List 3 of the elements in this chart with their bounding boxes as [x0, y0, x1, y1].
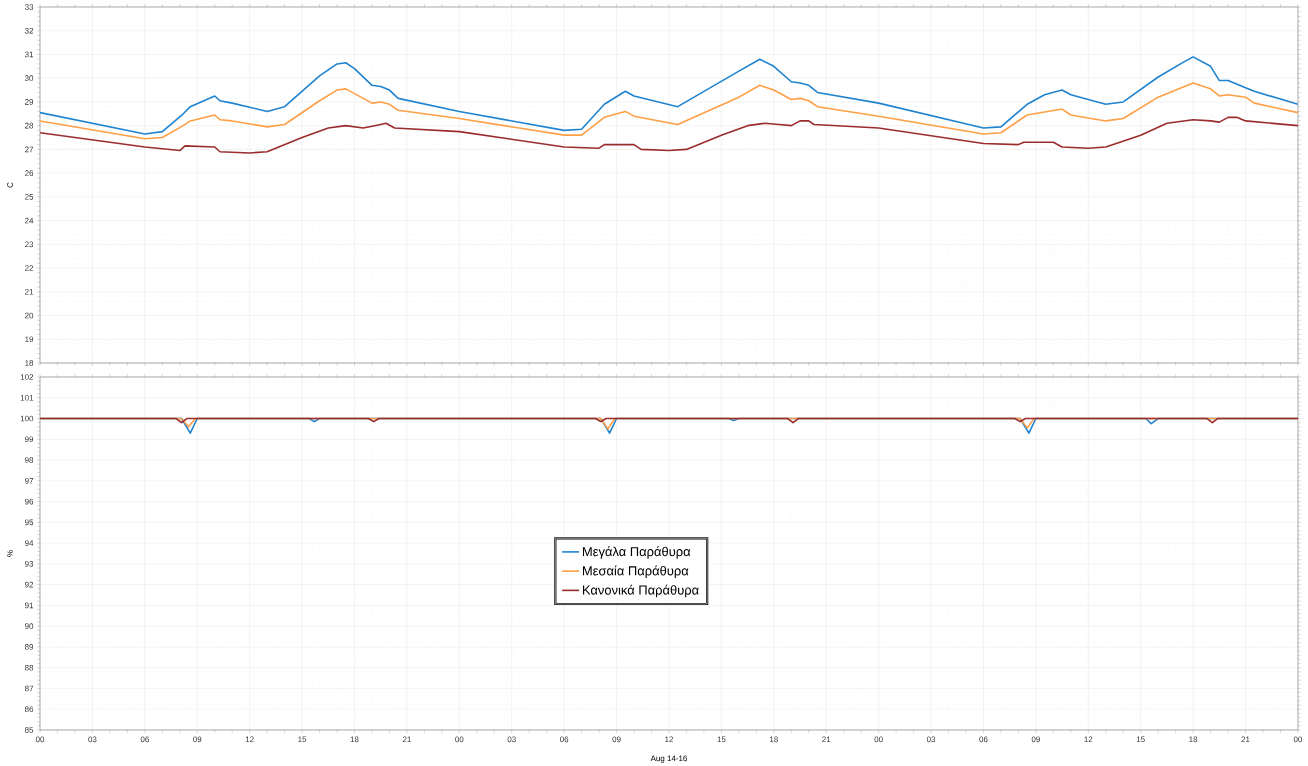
- legend-label: Κανονικά Παράθυρα: [582, 584, 699, 598]
- legend-label: Μεγάλα Παράθυρα: [582, 546, 691, 559]
- legend-label: Μεσαία Παράθυρα: [582, 565, 689, 578]
